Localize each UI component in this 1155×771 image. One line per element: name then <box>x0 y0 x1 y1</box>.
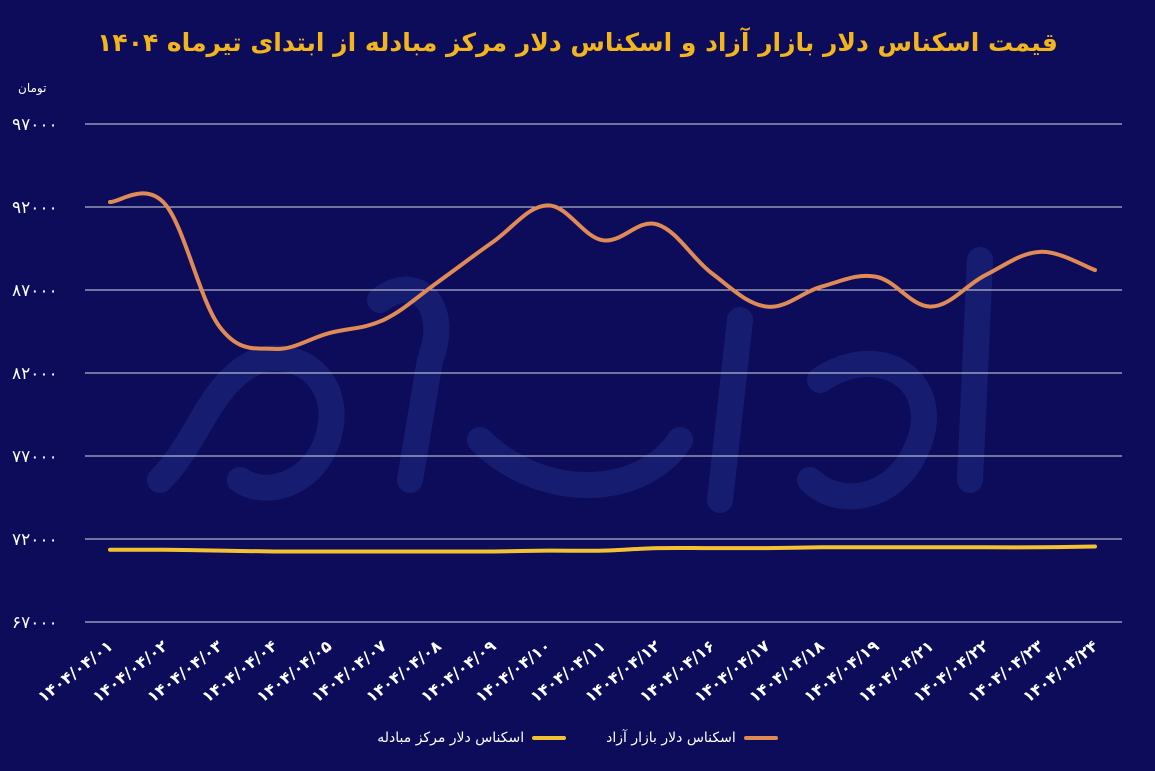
series-line-exchange-center <box>108 544 1097 554</box>
legend-swatch-free-market <box>743 736 778 740</box>
y-tick-label-2: ۸۷۰۰۰ <box>12 281 58 301</box>
legend-item-exchange-center: اسکناس دلار مرکز مبادله <box>377 730 567 746</box>
legend-item-free-market: اسکناس دلار بازار آزاد <box>606 730 778 746</box>
y-tick-label-3: ۸۲۰۰۰ <box>12 364 58 384</box>
y-tick-label-5: ۷۲۰۰۰ <box>12 530 58 550</box>
series-line-free-market <box>108 191 1097 351</box>
legend-label-exchange-center: اسکناس دلار مرکز مبادله <box>377 730 525 746</box>
y-tick-label-0: ۹۷۰۰۰ <box>12 115 58 135</box>
legend-swatch-exchange-center <box>532 736 567 740</box>
watermark-logo <box>147 247 993 513</box>
y-tick-label-1: ۹۲۰۰۰ <box>12 198 58 218</box>
y-tick-label-6: ۶۷۰۰۰ <box>12 613 58 633</box>
y-axis-unit-label: تومان <box>18 81 46 96</box>
chart-legend: اسکناس دلار بازار آزاد اسکناس دلار مرکز … <box>0 730 1155 746</box>
legend-label-free-market: اسکناس دلار بازار آزاد <box>606 730 736 746</box>
y-tick-label-4: ۷۷۰۰۰ <box>12 447 58 467</box>
chart-title: قیمت اسکناس دلار بازار آزاد و اسکناس دلا… <box>97 28 1058 57</box>
